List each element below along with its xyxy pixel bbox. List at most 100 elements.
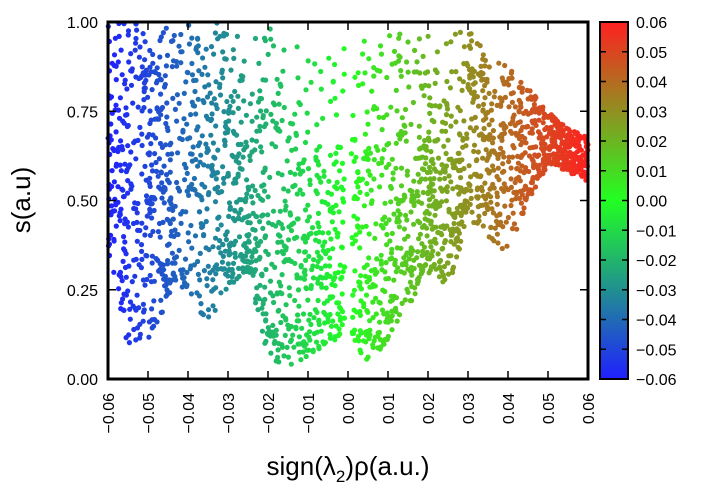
data-point: [475, 204, 481, 210]
data-point: [239, 77, 245, 83]
data-point: [197, 159, 203, 165]
data-point: [328, 323, 335, 329]
data-point: [406, 256, 412, 262]
data-point: [353, 232, 359, 238]
data-point: [431, 188, 437, 194]
data-point: [358, 273, 364, 279]
data-point: [552, 139, 558, 145]
data-point: [208, 44, 215, 50]
data-point: [326, 178, 332, 184]
data-point: [242, 241, 248, 247]
data-point: [315, 258, 321, 265]
data-point: [443, 150, 449, 157]
data-point: [270, 322, 276, 328]
data-point: [140, 318, 146, 324]
data-point: [159, 180, 165, 186]
data-point: [164, 114, 170, 120]
data-point: [308, 230, 314, 236]
data-point: [208, 132, 214, 138]
data-point: [213, 271, 219, 277]
data-point: [531, 164, 537, 170]
data-point: [286, 224, 292, 230]
data-point: [207, 90, 213, 96]
data-point: [492, 225, 498, 231]
data-point: [360, 51, 366, 57]
data-point: [408, 245, 414, 251]
x-tick-label: −0.04: [181, 393, 198, 434]
data-point: [174, 179, 180, 186]
data-point: [184, 269, 190, 276]
data-point: [142, 69, 148, 75]
data-point: [443, 41, 449, 47]
data-point: [357, 245, 363, 251]
data-point: [367, 332, 373, 338]
data-point: [350, 112, 356, 119]
data-point: [411, 202, 417, 209]
data-point: [518, 142, 524, 148]
data-point: [558, 121, 565, 127]
data-point: [165, 177, 171, 183]
data-point: [371, 338, 377, 344]
data-point: [467, 125, 473, 131]
data-point: [332, 95, 338, 101]
data-point: [329, 219, 335, 225]
data-point: [221, 266, 227, 272]
data-point: [185, 230, 191, 236]
data-point: [258, 144, 264, 150]
data-point: [234, 33, 240, 40]
data-point: [552, 122, 558, 128]
data-point: [174, 63, 180, 69]
data-point: [269, 141, 275, 147]
data-point: [425, 33, 431, 39]
data-point: [275, 232, 282, 238]
data-point: [362, 70, 368, 76]
data-point: [187, 151, 194, 157]
data-point: [468, 174, 474, 180]
data-point: [306, 214, 312, 220]
data-point: [318, 328, 324, 334]
data-point: [518, 200, 525, 206]
data-point: [379, 127, 385, 133]
data-point: [139, 64, 145, 70]
data-point: [332, 283, 338, 289]
data-point: [217, 92, 224, 98]
data-point: [339, 274, 345, 280]
data-point: [176, 188, 183, 194]
data-point: [273, 125, 279, 131]
data-point: [437, 176, 443, 182]
data-point: [569, 135, 575, 141]
data-point: [159, 195, 165, 201]
data-point: [567, 129, 573, 135]
data-point: [294, 191, 300, 197]
data-point: [401, 192, 407, 198]
data-point: [371, 73, 377, 79]
data-point: [426, 138, 432, 144]
data-point: [415, 199, 422, 205]
data-point: [341, 199, 347, 205]
data-point: [205, 263, 211, 269]
data-point: [376, 160, 382, 167]
data-point: [236, 234, 243, 240]
data-point: [108, 137, 114, 143]
data-point: [464, 187, 470, 193]
data-point: [519, 163, 525, 169]
data-point: [183, 79, 189, 85]
data-point: [412, 285, 418, 291]
data-point: [333, 202, 339, 208]
data-point: [361, 155, 367, 162]
data-point: [136, 262, 142, 268]
data-point: [281, 47, 287, 53]
data-point: [500, 121, 506, 127]
data-point: [221, 137, 228, 143]
data-point: [235, 141, 241, 148]
data-point: [316, 346, 322, 352]
data-point: [140, 301, 146, 307]
data-point: [149, 168, 156, 174]
data-point: [358, 286, 364, 292]
data-point: [198, 194, 204, 200]
data-point: [354, 216, 361, 222]
data-point: [338, 306, 344, 312]
data-point: [327, 311, 333, 318]
data-point: [453, 69, 459, 75]
data-point: [542, 145, 548, 151]
